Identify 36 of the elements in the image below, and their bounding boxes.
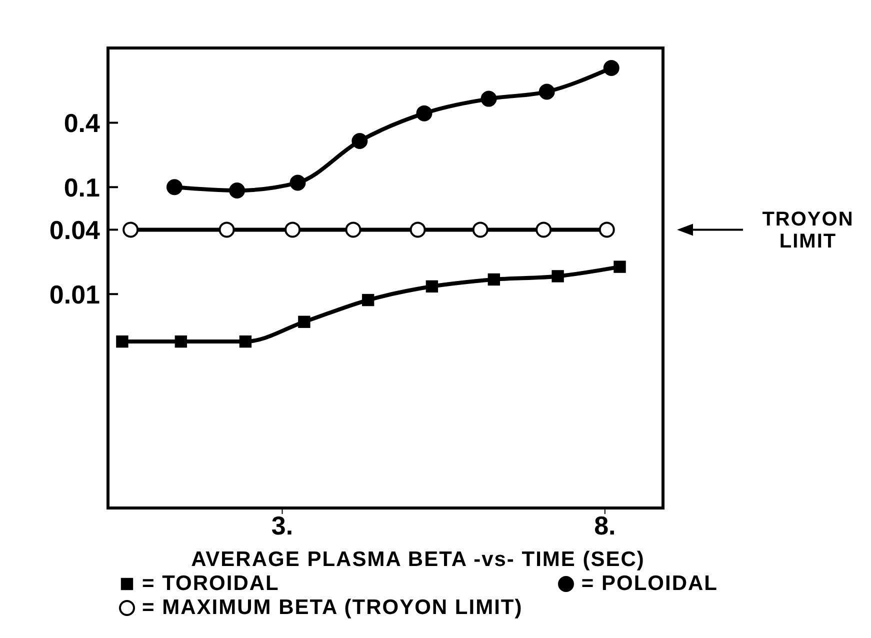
point <box>352 133 368 150</box>
x-tick-label: 8. <box>594 510 616 540</box>
point <box>284 222 301 238</box>
y-tick-label: 0.01 <box>49 279 100 310</box>
point <box>174 335 188 348</box>
point <box>416 105 432 122</box>
point <box>298 316 310 328</box>
y-tick-label: 0.1 <box>64 172 100 202</box>
point <box>239 335 252 348</box>
point <box>538 84 555 100</box>
point <box>614 260 626 273</box>
text: TROYON LIMIT <box>762 208 854 253</box>
x-tick-label: 3. <box>271 510 294 540</box>
point <box>480 90 497 107</box>
point <box>552 270 564 282</box>
y-tick-label: 0.4 <box>64 108 101 138</box>
point <box>290 174 306 191</box>
point <box>166 179 182 196</box>
legend-label: = TOROIDAL <box>142 572 280 596</box>
point <box>536 222 552 238</box>
point <box>229 182 246 199</box>
point <box>410 222 426 238</box>
point <box>362 294 374 306</box>
y-tick-label: 0.04 <box>49 214 101 245</box>
point <box>426 280 438 293</box>
legend-label: = MAXIMUM BETA (TROYON LIMIT) <box>142 596 523 620</box>
point <box>218 222 235 238</box>
point <box>603 60 620 76</box>
point <box>345 222 362 238</box>
x-axis-title: AVERAGE PLASMA BETA -vs- TIME (SEC) <box>190 548 646 572</box>
point <box>472 222 488 238</box>
legend-label: = POLOIDAL <box>581 572 718 596</box>
point <box>598 222 615 238</box>
point <box>122 222 139 238</box>
point <box>116 335 128 348</box>
point <box>488 273 500 286</box>
